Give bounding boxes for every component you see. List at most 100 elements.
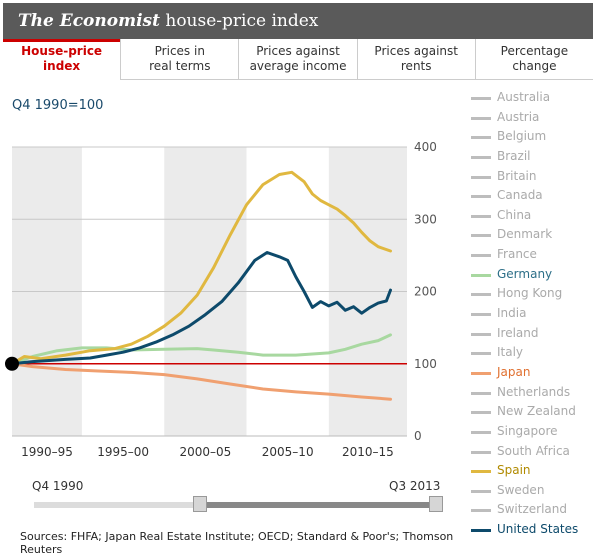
legend-item[interactable]: Singapore: [471, 422, 591, 442]
legend-label: Japan: [497, 364, 531, 379]
legend-swatch: [471, 371, 491, 375]
legend-item[interactable]: China: [471, 206, 591, 226]
tab-percentage-change[interactable]: Percentage change: [474, 39, 594, 79]
series-line: [10, 251, 392, 366]
legend-label: Britain: [497, 168, 537, 183]
x-tick-label: 2010–15: [342, 445, 394, 459]
series-line: [10, 170, 392, 366]
slider-end-handle[interactable]: [429, 496, 443, 512]
legend-label: Italy: [497, 345, 524, 360]
legend-item[interactable]: Brazil: [471, 147, 591, 167]
legend-swatch: [471, 97, 491, 100]
sources-note: Sources: FHFA; Japan Real Estate Institu…: [20, 530, 454, 556]
legend-item[interactable]: Denmark: [471, 225, 591, 245]
x-tick-label: 1995–00: [97, 445, 149, 459]
legend-item[interactable]: France: [471, 245, 591, 265]
legend-label: China: [497, 207, 532, 222]
legend-label: South Africa: [497, 443, 570, 458]
legend-swatch: [471, 509, 491, 513]
legend-swatch: [471, 430, 491, 434]
chart-area: 0 100 200 300 400 1990–95 1995–00 2000–05 2005–1…: [5, 140, 437, 459]
legend-item[interactable]: Austria: [471, 108, 591, 128]
legend-label: United States: [497, 522, 579, 537]
title-text: house-price index: [159, 11, 319, 31]
slider-start-label: Q4 1990: [32, 479, 84, 493]
y-tick-label: 400: [414, 140, 437, 154]
legend-swatch: [471, 195, 491, 199]
legend-label: New Zealand: [497, 404, 576, 419]
tab-prices-vs-income[interactable]: Prices against average income: [238, 39, 357, 79]
legend-swatch: [471, 116, 491, 120]
series-line: [10, 333, 392, 366]
series-line: [10, 362, 392, 401]
legend-label: France: [497, 247, 537, 262]
tab-prices-real-terms[interactable]: Prices in real terms: [120, 39, 239, 79]
legend-item[interactable]: Netherlands: [471, 383, 591, 403]
legend-item[interactable]: Belgium: [471, 127, 591, 147]
legend-label: Netherlands: [497, 384, 571, 399]
legend-label: Austria: [497, 109, 540, 124]
legend-item[interactable]: Britain: [471, 167, 591, 187]
x-tick-label: 2005–10: [262, 445, 314, 459]
chart-subtitle: Q4 1990=100: [12, 98, 104, 113]
legend-label: Singapore: [497, 423, 558, 438]
legend-swatch: [471, 313, 491, 317]
legend-swatch: [471, 352, 491, 356]
legend-item[interactable]: Australia: [471, 88, 591, 108]
legend-item[interactable]: Hong Kong: [471, 284, 591, 304]
legend-swatch: [471, 175, 491, 179]
x-tick-label: 1990–95: [21, 445, 73, 459]
legend-label: Germany: [497, 266, 553, 281]
legend-label: Ireland: [497, 325, 539, 340]
tab-bar: House-price index Prices in real terms P…: [3, 39, 594, 80]
legend-label: Hong Kong: [497, 286, 563, 301]
legend-item[interactable]: Ireland: [471, 324, 591, 344]
legend-item[interactable]: Spain: [471, 461, 591, 481]
legend-label: Switzerland: [497, 502, 567, 517]
legend-swatch: [471, 470, 491, 474]
legend-label: Brazil: [497, 148, 531, 163]
legend-swatch: [471, 136, 491, 140]
legend-item[interactable]: Canada: [471, 186, 591, 206]
legend-swatch: [471, 332, 491, 336]
y-tick-label: 0: [414, 429, 422, 443]
legend-label: India: [497, 306, 527, 321]
legend-item[interactable]: Japan: [471, 363, 591, 383]
legend-item[interactable]: Switzerland: [471, 500, 591, 520]
y-tick-label: 100: [414, 357, 437, 371]
legend-item[interactable]: Sweden: [471, 481, 591, 501]
slider-start-handle[interactable]: [193, 496, 207, 512]
legend-swatch: [471, 214, 491, 218]
legend-item[interactable]: New Zealand: [471, 402, 591, 422]
legend-label: Canada: [497, 188, 543, 203]
y-tick-label: 200: [414, 285, 437, 299]
legend-swatch: [471, 254, 491, 258]
slider-range-fill: [200, 502, 436, 508]
legend-item[interactable]: Italy: [471, 343, 591, 363]
legend-swatch: [471, 529, 491, 533]
legend-label: Spain: [497, 463, 531, 478]
legend-item[interactable]: United States: [471, 520, 591, 540]
legend-item[interactable]: South Africa: [471, 442, 591, 462]
legend-swatch: [471, 234, 491, 238]
legend-label: Belgium: [497, 129, 547, 144]
tab-house-price-index[interactable]: House-price index: [3, 39, 121, 80]
legend-swatch: [471, 155, 491, 159]
legend-label: Australia: [497, 90, 551, 104]
legend-item[interactable]: Germany: [471, 265, 591, 285]
tab-prices-vs-rents[interactable]: Prices against rents: [356, 39, 475, 79]
legend-swatch: [471, 489, 491, 493]
country-legend: Australia Austria Belgium Brazil Britain Cana…: [471, 88, 591, 540]
x-tick-label: 2000–05: [179, 445, 231, 459]
legend-swatch: [471, 273, 491, 277]
legend-swatch: [471, 411, 491, 415]
legend-label: Sweden: [497, 482, 545, 497]
legend-label: Denmark: [497, 227, 553, 242]
legend-swatch: [471, 391, 491, 395]
legend-swatch: [471, 450, 491, 454]
legend-item[interactable]: India: [471, 304, 591, 324]
slider-end-label: Q3 2013: [389, 479, 441, 493]
y-tick-label: 300: [414, 212, 437, 226]
title-bar: The Economist house-price index: [3, 3, 593, 39]
base-point-marker: [5, 356, 19, 371]
